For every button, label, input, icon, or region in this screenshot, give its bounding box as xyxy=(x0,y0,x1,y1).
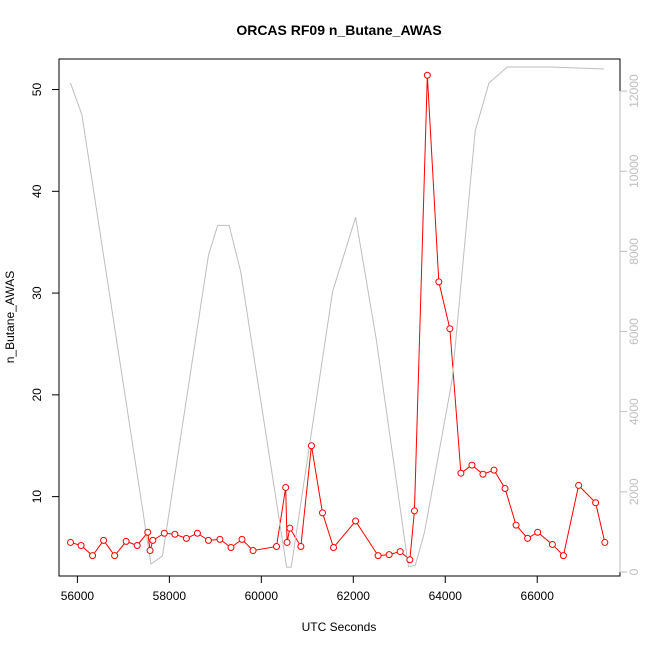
series-0-point xyxy=(297,542,305,550)
y2-tick-label: 10000 xyxy=(627,154,641,188)
series-0-line xyxy=(70,75,606,561)
y-tick-label: 10 xyxy=(30,490,44,504)
series-0-point xyxy=(149,536,157,544)
x-tick-label: 58000 xyxy=(153,589,187,603)
series-0-point xyxy=(457,469,465,477)
series-0-point xyxy=(601,538,609,546)
y-axis: 10 20 30 40 50 xyxy=(30,83,60,504)
series-0-point xyxy=(227,544,235,551)
series-0-point xyxy=(396,548,404,556)
series-0-point xyxy=(479,470,487,478)
series-0-point xyxy=(318,509,326,517)
series-0-point xyxy=(406,556,414,564)
series-0-point xyxy=(249,547,257,555)
series-0-point xyxy=(435,278,443,286)
series-0-point xyxy=(374,552,382,560)
y2-tick-label: 12000 xyxy=(627,74,641,108)
y-tick-label: 30 xyxy=(30,286,44,300)
y2-tick-label: 2000 xyxy=(627,478,641,505)
series-0-point xyxy=(160,529,168,537)
x-tick-label: 62000 xyxy=(337,589,371,603)
series-0-point xyxy=(182,534,190,542)
series-0-point xyxy=(501,484,509,492)
series-0-point xyxy=(446,325,454,333)
series-0-point xyxy=(111,552,119,560)
y2-tick-label: 6000 xyxy=(627,318,641,345)
series-0-point xyxy=(524,534,532,542)
x-axis: 56000 58000 60000 62000 64000 66000 xyxy=(61,575,555,603)
y2-axis-right: 0 2000 4000 6000 8000 10000 12000 xyxy=(619,74,641,575)
chart-title: ORCAS RF09 n_Butane_AWAS xyxy=(236,22,441,38)
y-tick-label: 40 xyxy=(30,184,44,198)
series-0-point xyxy=(330,544,338,551)
series-0-point xyxy=(238,535,246,543)
series-0-point xyxy=(423,71,431,79)
series-0-point xyxy=(193,529,201,537)
y2-tick-label: 8000 xyxy=(627,238,641,265)
series-0-point xyxy=(133,541,141,549)
series-0-point xyxy=(89,552,97,560)
series-0-point xyxy=(410,507,418,515)
series-0-point xyxy=(559,552,567,560)
x-axis-label: UTC Seconds xyxy=(302,620,377,634)
x-tick-label: 60000 xyxy=(245,589,279,603)
series-0-point xyxy=(512,521,520,529)
series-0-point xyxy=(592,499,600,507)
series-0-point xyxy=(286,524,294,532)
series-0-point xyxy=(204,536,212,544)
series-0-point xyxy=(534,528,542,536)
x-tick-label: 64000 xyxy=(429,589,463,603)
series-0-point xyxy=(171,530,179,538)
series-0-point xyxy=(490,466,498,474)
series-1-line xyxy=(70,66,604,568)
series-0-point xyxy=(146,547,154,555)
series-0-point xyxy=(283,538,291,546)
series-0-point xyxy=(144,528,152,536)
series-0-point xyxy=(67,538,74,546)
x-tick-label: 66000 xyxy=(521,589,555,603)
y2-tick-label: 4000 xyxy=(627,398,641,425)
plot-frame xyxy=(58,58,621,577)
y-axis-label: n_Butane_AWAS xyxy=(3,271,17,364)
x-tick-label: 56000 xyxy=(61,589,95,603)
series-layer xyxy=(67,66,609,568)
series-0-point xyxy=(352,517,360,525)
y-tick-label: 20 xyxy=(30,388,44,402)
series-0-point xyxy=(575,481,583,489)
series-0-point xyxy=(548,540,556,548)
series-0-point xyxy=(468,461,476,469)
series-0-point xyxy=(282,483,290,491)
series-0-point xyxy=(122,537,130,545)
series-0-point xyxy=(100,536,108,544)
series-0-point xyxy=(307,442,315,450)
series-0-point xyxy=(216,535,224,543)
y-tick-label: 50 xyxy=(30,83,44,97)
series-0-point xyxy=(385,551,393,559)
y2-tick-label: 0 xyxy=(627,568,641,575)
series-0-point xyxy=(77,541,85,549)
series-0-point xyxy=(273,542,280,550)
